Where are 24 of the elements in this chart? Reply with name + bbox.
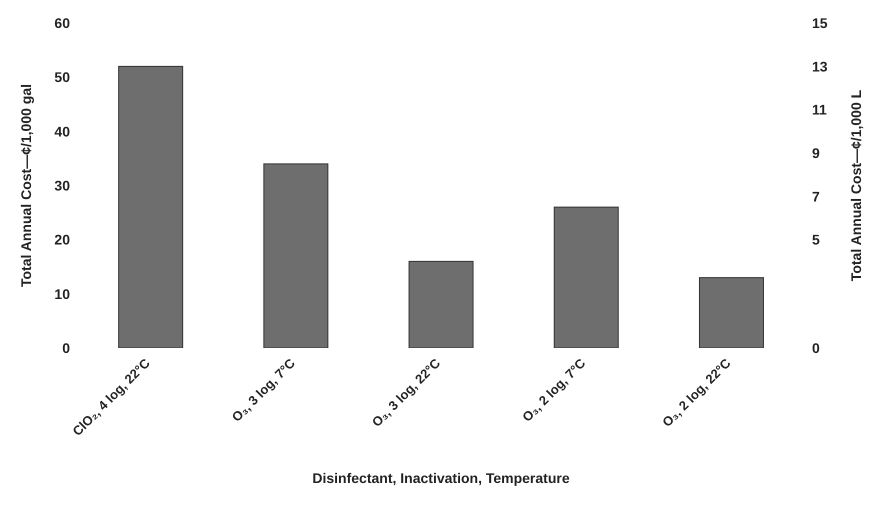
- x-axis-title: Disinfectant, Inactivation, Temperature: [311, 470, 571, 486]
- y2-tick-label: 5: [812, 232, 820, 248]
- y-axis-title: Total Annual Cost—¢/1,000 gal: [18, 84, 34, 288]
- bar: [408, 260, 474, 348]
- y2-tick-label: 13: [812, 58, 828, 74]
- y-tick-label: 0: [62, 340, 70, 356]
- y2-tick-label: 11: [812, 102, 828, 118]
- bar: [118, 66, 184, 348]
- y2-tick-label: 7: [812, 188, 820, 204]
- x-tick-label: O₃, 2 log, 7°C: [519, 355, 589, 425]
- y2-tick-label: 0: [812, 340, 820, 356]
- bar: [554, 206, 619, 348]
- y2-tick-label: 15: [812, 14, 828, 31]
- y-tick-label: 60: [54, 14, 70, 31]
- y-tick-label: 40: [54, 123, 70, 140]
- y2-axis-title: Total Annual Cost—¢/1,000 L: [848, 89, 864, 282]
- x-tick-label: O₃, 3 log, 7°C: [228, 355, 298, 425]
- bar: [698, 277, 764, 348]
- y-tick-label: 50: [54, 69, 70, 86]
- y-tick-label: 20: [54, 232, 70, 248]
- y2-tick-label: 9: [812, 144, 820, 161]
- y-tick-label: 10: [54, 286, 70, 302]
- y-tick-label: 30: [54, 177, 70, 194]
- bar: [263, 163, 328, 348]
